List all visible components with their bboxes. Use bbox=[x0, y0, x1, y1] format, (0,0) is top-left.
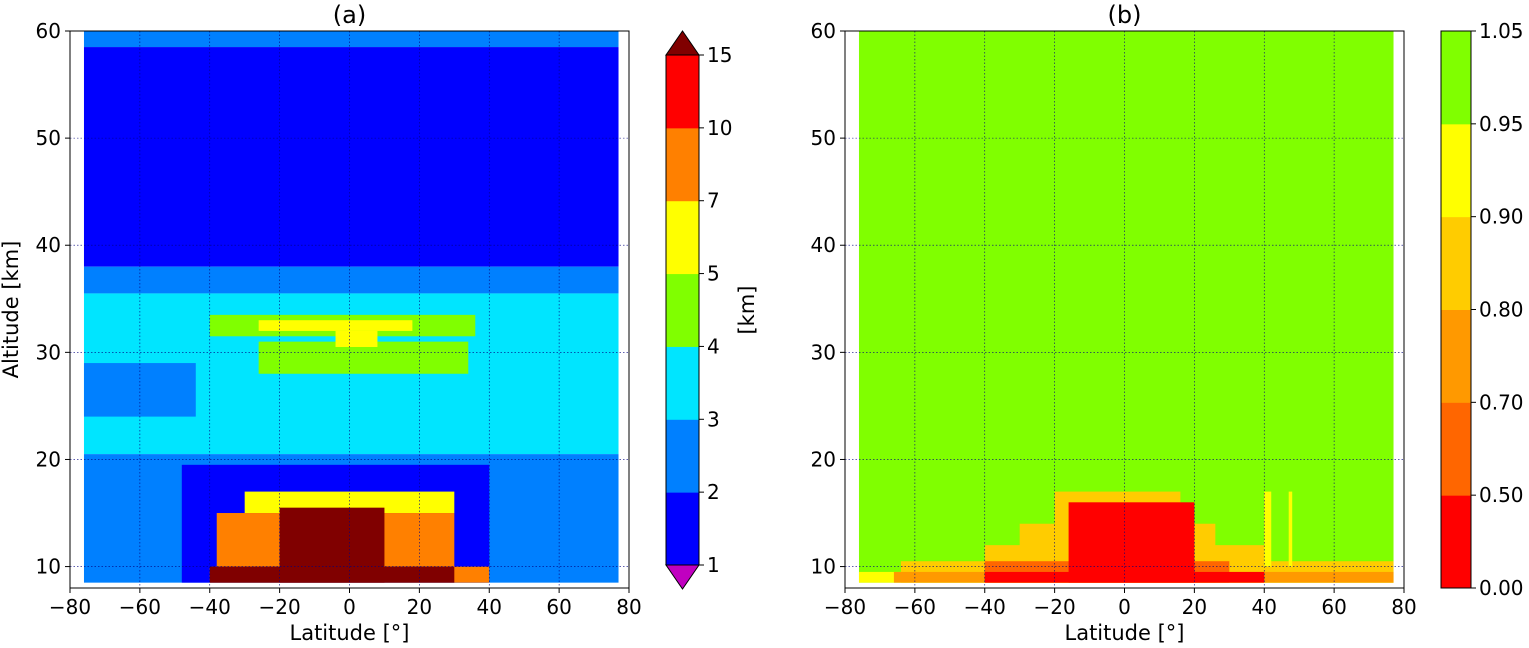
heatmap-cell-2 bbox=[83, 266, 619, 294]
y-ticks: 10 20 30 40 50 60 bbox=[36, 19, 70, 579]
colorbar-frame bbox=[665, 54, 700, 566]
colorbar-segment-6 bbox=[666, 55, 699, 129]
y-tick-label: 30 bbox=[811, 340, 836, 364]
x-tick-label: 0 bbox=[1118, 595, 1131, 619]
colorbar-tick-label: 0.70 bbox=[1479, 390, 1524, 414]
colorbar-segment-0 bbox=[1441, 495, 1471, 589]
heatmap-cells bbox=[83, 31, 619, 583]
y-axis-label: Altitude [km] bbox=[0, 241, 23, 379]
heatmap-cell-1 bbox=[83, 47, 619, 267]
x-tick-label: −20 bbox=[1034, 595, 1076, 619]
x-tick-label: −60 bbox=[119, 595, 161, 619]
colorbar-tick-label: 0.50 bbox=[1479, 483, 1524, 507]
grid bbox=[70, 31, 629, 588]
y-tick-label: 20 bbox=[811, 447, 836, 471]
colorbar-tick-label: 4 bbox=[707, 334, 720, 358]
x-tick-label: −80 bbox=[49, 595, 91, 619]
colorbar: 0.00 0.50 0.70 0.80 0.90 0.95 1.05 bbox=[1440, 19, 1524, 600]
colorbar-tick-label: 0.80 bbox=[1479, 298, 1524, 322]
colorbar-segment-4 bbox=[1441, 123, 1471, 218]
x-tick-label: −60 bbox=[894, 595, 936, 619]
colorbar-tick-label: 10 bbox=[707, 116, 732, 140]
grid bbox=[845, 31, 1404, 588]
colorbar: 1 2 3 4 5 7 10 15 [km] bbox=[665, 30, 759, 590]
colorbar-segment-4 bbox=[666, 200, 699, 275]
colorbar-tick-label: 15 bbox=[707, 43, 732, 67]
colorbar-tick-label: 3 bbox=[707, 407, 720, 431]
panel-b: −80 −60 −40 −20 0 20 40 60 80 10 20 30 40 50 60 (b) Lati… bbox=[811, 1, 1524, 645]
x-tick-label: 60 bbox=[546, 595, 571, 619]
colorbar-segment-5 bbox=[666, 127, 699, 202]
colorbar-segment-2 bbox=[1441, 309, 1471, 403]
colorbar-tick-label: 0.00 bbox=[1479, 576, 1524, 600]
colorbar-label: [km] bbox=[735, 285, 759, 334]
heatmap-cell-10 bbox=[335, 330, 378, 347]
colorbar-segment-3 bbox=[1441, 216, 1471, 310]
y-tick-label: 20 bbox=[36, 447, 61, 471]
y-ticks: 10 20 30 40 50 60 bbox=[811, 19, 845, 579]
colorbar-under-triangle bbox=[665, 564, 700, 590]
colorbar-segment-5 bbox=[1441, 31, 1471, 125]
x-tick-label: −40 bbox=[189, 595, 231, 619]
colorbar-tick-label: 2 bbox=[707, 480, 720, 504]
y-tick-label: 40 bbox=[36, 233, 61, 257]
heatmap-cell-16 bbox=[209, 566, 455, 583]
y-tick-label: 10 bbox=[36, 555, 61, 579]
heatmap-cell-10 bbox=[1264, 491, 1272, 567]
colorbar-tick-label: 0.95 bbox=[1479, 112, 1524, 136]
x-axis-label: Latitude [°] bbox=[1065, 621, 1185, 645]
y-tick-label: 50 bbox=[36, 126, 61, 150]
colorbar-tick-label: 1.05 bbox=[1479, 19, 1524, 43]
y-tick-label: 50 bbox=[811, 126, 836, 150]
colorbar-over-triangle bbox=[665, 30, 700, 56]
colorbar-tick-label: 1 bbox=[707, 553, 720, 577]
colorbar-tick-label: 0.90 bbox=[1479, 205, 1524, 229]
x-tick-label: −20 bbox=[259, 595, 301, 619]
colorbar-segment-1 bbox=[666, 419, 699, 493]
colorbar-segment-1 bbox=[1441, 402, 1471, 496]
heatmap-cell-0 bbox=[858, 31, 1394, 583]
heatmap-cell-11 bbox=[1288, 491, 1293, 567]
heatmap-cell-8 bbox=[1068, 502, 1195, 583]
x-tick-label: 60 bbox=[1321, 595, 1346, 619]
x-tick-label: 20 bbox=[1182, 595, 1207, 619]
colorbar-tick-label: 5 bbox=[707, 262, 720, 286]
panel-a: −80 −60 −40 −20 0 20 40 60 80 10 20 30 40 50 60 (a) Lati… bbox=[0, 1, 759, 645]
heatmap-cells bbox=[858, 31, 1394, 583]
x-ticks: −80 −60 −40 −20 0 20 40 60 80 bbox=[824, 588, 1417, 619]
y-tick-label: 10 bbox=[811, 555, 836, 579]
x-tick-label: 80 bbox=[1391, 595, 1416, 619]
colorbar-segment-2 bbox=[666, 346, 699, 420]
colorbar-tick-label: 7 bbox=[707, 189, 720, 213]
x-tick-label: −40 bbox=[964, 595, 1006, 619]
chart-title: (a) bbox=[333, 1, 366, 29]
x-tick-label: −80 bbox=[824, 595, 866, 619]
x-tick-label: 40 bbox=[1252, 595, 1277, 619]
x-tick-label: 80 bbox=[616, 595, 641, 619]
x-tick-label: 40 bbox=[477, 595, 502, 619]
x-ticks: −80 −60 −40 −20 0 20 40 60 80 bbox=[49, 588, 642, 619]
heatmap-cell-0 bbox=[83, 31, 619, 48]
x-axis-label: Latitude [°] bbox=[290, 621, 410, 645]
y-tick-label: 60 bbox=[811, 19, 836, 43]
colorbar-segment-3 bbox=[666, 273, 699, 347]
x-tick-label: 20 bbox=[407, 595, 432, 619]
x-tick-label: 0 bbox=[343, 595, 356, 619]
y-tick-label: 40 bbox=[811, 233, 836, 257]
y-tick-label: 60 bbox=[36, 19, 61, 43]
y-tick-label: 30 bbox=[36, 340, 61, 364]
heatmap-cell-9 bbox=[258, 320, 413, 331]
chart-title: (b) bbox=[1108, 1, 1142, 29]
colorbar-segment-0 bbox=[666, 492, 699, 566]
